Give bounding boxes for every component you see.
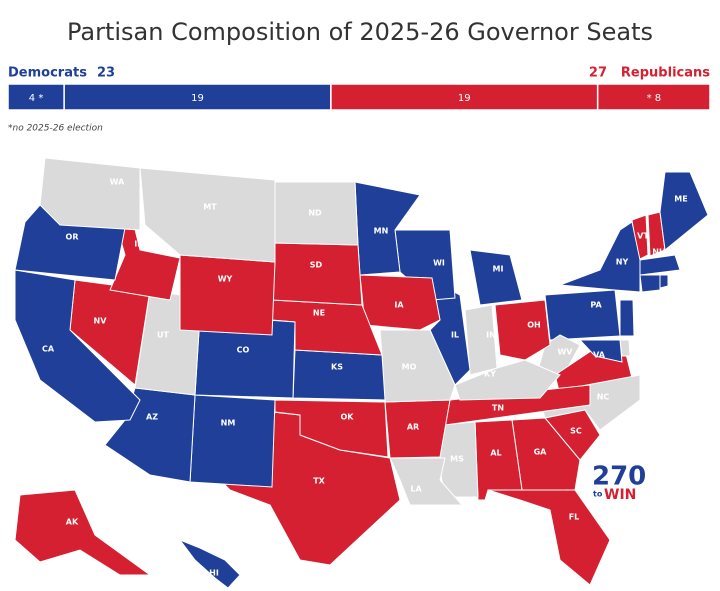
state-label: NC <box>597 393 610 402</box>
state-label: IA <box>394 301 404 310</box>
state-label: HI <box>209 569 219 578</box>
state-label: NV <box>94 317 108 326</box>
state-label: NY <box>616 258 629 267</box>
state-label: ID <box>134 240 144 249</box>
state-shape <box>474 419 523 501</box>
rep-label: Republicans <box>621 66 710 81</box>
state-shape <box>139 167 276 263</box>
state-label: MT <box>203 203 217 212</box>
state-shape <box>659 171 709 251</box>
state-shape <box>389 457 464 506</box>
state-label: LA <box>410 485 422 494</box>
state-shape <box>14 269 141 423</box>
state-shape <box>639 274 661 293</box>
state-label: AR <box>407 423 419 432</box>
state-shape <box>639 254 681 276</box>
state-label: SD <box>310 261 323 270</box>
bar-label: * 8 <box>647 93 662 104</box>
logo-word: WIN <box>604 487 636 503</box>
bar-label: 4 * <box>29 93 44 104</box>
state-label: VT <box>637 232 649 241</box>
note: *no 2025-26 election <box>8 124 103 134</box>
state-label: ME <box>674 195 687 204</box>
state-shape <box>39 157 141 231</box>
state-label: KY <box>484 370 496 379</box>
state-label: WA <box>110 178 125 187</box>
state-label: IL <box>451 331 459 340</box>
state-label: ND <box>308 209 322 218</box>
state-shape <box>178 538 241 589</box>
state-shape <box>292 349 386 401</box>
bar-segment <box>7 83 65 111</box>
state-label: WV <box>557 348 573 357</box>
state-shape <box>619 299 635 337</box>
state-label: AL <box>490 449 501 458</box>
state-label: TX <box>313 477 325 486</box>
bar-label: 19 <box>458 93 471 104</box>
state-label: MN <box>374 227 389 236</box>
state-shape <box>464 304 498 376</box>
state-shape <box>274 399 389 458</box>
state-shape <box>14 489 152 576</box>
state-label: WI <box>433 259 445 268</box>
state-label: IN <box>486 331 496 340</box>
dem-label: Democrats <box>8 66 87 81</box>
state-shape <box>487 489 611 586</box>
state-label: TN <box>492 404 504 413</box>
state-label: FL <box>569 513 580 522</box>
state-label: KS <box>331 363 343 372</box>
state-label: SC <box>570 427 582 436</box>
state-label: UT <box>157 331 169 340</box>
state-shape <box>559 221 641 293</box>
rep-total: 27 <box>589 66 607 81</box>
state-label: NH <box>652 248 665 257</box>
state-shape <box>659 274 669 289</box>
state-label: CA <box>42 345 55 354</box>
state-label: AZ <box>146 413 158 422</box>
logo: 270 to WIN <box>592 462 646 504</box>
state-shape <box>271 242 363 306</box>
logo-small: to <box>593 490 603 499</box>
state-label: MS <box>450 455 464 464</box>
state-shape <box>494 299 551 361</box>
state-label: OR <box>66 233 79 242</box>
state-label: NE <box>313 309 325 318</box>
state-label: OH <box>527 321 541 330</box>
state-shape <box>578 339 623 363</box>
state-label: VA <box>593 351 606 360</box>
logo-number: 270 <box>592 462 646 492</box>
map <box>14 157 709 589</box>
state-label: MI <box>493 265 504 274</box>
state-label: CO <box>237 346 250 355</box>
dem-total: 23 <box>97 66 115 81</box>
state-label: WY <box>218 275 233 284</box>
state-label: AK <box>66 518 79 527</box>
state-label: MO <box>402 363 417 372</box>
state-shape <box>189 394 276 488</box>
state-label: GA <box>534 448 548 457</box>
title: Partisan Composition of 2025-26 Governor… <box>67 18 653 46</box>
state-shape <box>179 254 276 336</box>
bar-label: 19 <box>191 93 204 104</box>
state-label: NM <box>221 419 236 428</box>
state-label: PA <box>590 301 602 310</box>
state-shape <box>469 249 523 306</box>
bar-segment <box>330 83 599 111</box>
bar-segment <box>596 83 711 111</box>
state-label: OK <box>341 413 355 422</box>
state-shape <box>544 289 621 341</box>
